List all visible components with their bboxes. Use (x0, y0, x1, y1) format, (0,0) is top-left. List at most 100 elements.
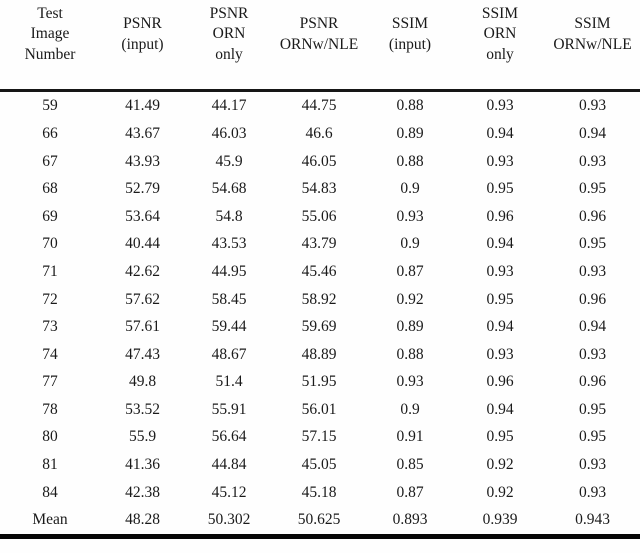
table-cell: 0.87 (396, 483, 424, 501)
table-cell: Mean (0, 506, 100, 539)
table-cell: 0.92 (396, 290, 424, 308)
table-cell: 44.75 (301, 97, 337, 115)
table-cell: 51.4 (215, 373, 243, 391)
table-cell: 55.06 (301, 207, 337, 225)
table-cell: 57.61 (125, 318, 160, 336)
table-cell: 45.46 (301, 262, 337, 280)
table-cell: 66 (42, 124, 58, 142)
table-cell: 71 (42, 262, 58, 280)
table-cell: 0.95 (486, 428, 514, 446)
table-cell: 41.36 (125, 456, 160, 474)
table-cell: 0.95 (578, 235, 607, 253)
table-cell: 0.92 (486, 456, 514, 474)
table-cell: 0.95 (486, 290, 514, 308)
table-cell: 45.12 (211, 483, 247, 501)
table-cell: 47.43 (125, 345, 160, 363)
table-cell: 0.96 (486, 373, 514, 391)
table-cell: 0.9 (400, 180, 420, 198)
table-cell: 59 (42, 97, 58, 115)
table-cell: 0.95 (578, 180, 607, 198)
table-header: Test Image Number PSNR (input) PSNR ORN … (0, 2, 640, 93)
results-table: Test Image Number PSNR (input) PSNR ORN … (0, 2, 640, 539)
table-row: 70 40.44 43.53 43.79 0.9 0.94 0.95 (0, 230, 640, 258)
table-cell: 0.893 (365, 506, 455, 539)
header-ssim-ornw-nle: SSIM ORNw/NLE (545, 2, 640, 93)
header-psnr-input: PSNR (input) (100, 2, 185, 93)
table-cell: 41.49 (125, 97, 160, 115)
table-cell: 0.96 (486, 207, 514, 225)
table-row: 78 53.52 55.91 56.01 0.9 0.94 0.95 (0, 396, 640, 424)
table-cell: 0.93 (578, 345, 607, 363)
table-cell: 46.6 (305, 124, 333, 142)
table-cell: 0.88 (396, 97, 424, 115)
table-cell: 72 (42, 290, 58, 308)
header-psnr-orn-only: PSNR ORN only (185, 2, 273, 93)
table-cell: 46.05 (301, 152, 337, 170)
table-cell: 54.83 (301, 180, 337, 198)
table-row-mean: Mean 48.28 50.302 50.625 0.893 0.939 0.943 (0, 506, 640, 539)
table-cell: 77 (42, 373, 58, 391)
table-cell: 44.84 (211, 456, 247, 474)
table-cell: 0.95 (578, 400, 607, 418)
table-cell: 80 (42, 428, 58, 446)
table-cell: 58.45 (211, 290, 247, 308)
table-cell: 0.93 (578, 456, 607, 474)
table-cell: 0.93 (578, 262, 607, 280)
table-row: 59 41.49 44.17 44.75 0.88 0.93 0.93 (0, 91, 640, 120)
table-row: 68 52.79 54.68 54.83 0.9 0.95 0.95 (0, 175, 640, 203)
table-cell: 0.85 (396, 456, 424, 474)
table-cell: 49.8 (128, 373, 157, 391)
table-cell: 70 (42, 235, 58, 253)
table-cell: 0.95 (486, 180, 514, 198)
table-cell: 48.89 (301, 345, 337, 363)
table-cell: 43.93 (125, 152, 160, 170)
table-cell: 45.18 (301, 483, 337, 501)
table-cell: 52.79 (125, 180, 160, 198)
table-row: 80 55.9 56.64 57.15 0.91 0.95 0.95 (0, 423, 640, 451)
table-cell: 48.28 (100, 506, 185, 539)
table-cell: 68 (42, 180, 58, 198)
table-cell: 0.88 (396, 152, 424, 170)
table-cell: 0.95 (578, 428, 607, 446)
table-cell: 59.44 (211, 318, 247, 336)
table-row: 67 43.93 45.9 46.05 0.88 0.93 0.93 (0, 148, 640, 176)
header-test-image-number: Test Image Number (0, 2, 100, 93)
table-cell: 0.93 (486, 97, 514, 115)
table-cell: 54.68 (211, 180, 247, 198)
table-cell: 0.91 (396, 428, 424, 446)
table-cell: 0.93 (578, 483, 607, 501)
table-cell: 0.94 (578, 124, 607, 142)
table-cell: 0.9 (400, 235, 420, 253)
table-cell: 81 (42, 456, 58, 474)
table-cell: 73 (42, 318, 58, 336)
table-cell: 43.79 (301, 235, 337, 253)
table-row: 77 49.8 51.4 51.95 0.93 0.96 0.96 (0, 368, 640, 396)
table-cell: 0.93 (578, 97, 607, 115)
header-psnr-ornw-nle: PSNR ORNw/NLE (273, 2, 365, 93)
table-cell: 78 (42, 400, 58, 418)
table-cell: 46.03 (211, 124, 247, 142)
table-cell: 67 (42, 152, 58, 170)
table-cell: 45.05 (301, 456, 337, 474)
table-cell: 59.69 (301, 318, 337, 336)
table-cell: 0.939 (455, 506, 545, 539)
table-header-row: Test Image Number PSNR (input) PSNR ORN … (0, 2, 640, 93)
table-cell: 50.625 (273, 506, 365, 539)
table-row: 74 47.43 48.67 48.89 0.88 0.93 0.93 (0, 341, 640, 369)
table-cell: 44.95 (211, 262, 247, 280)
table-cell: 0.93 (486, 345, 514, 363)
table-row: 73 57.61 59.44 59.69 0.89 0.94 0.94 (0, 313, 640, 341)
table-cell: 56.64 (211, 428, 247, 446)
table-row: 71 42.62 44.95 45.46 0.87 0.93 0.93 (0, 258, 640, 286)
table-cell: 40.44 (125, 235, 160, 253)
table-cell: 0.94 (486, 235, 514, 253)
table-cell: 69 (42, 207, 58, 225)
table-cell: 0.93 (396, 207, 424, 225)
table-cell: 58.92 (301, 290, 337, 308)
table-cell: 0.93 (486, 152, 514, 170)
table-cell: 0.94 (486, 318, 514, 336)
table-cell: 43.53 (211, 235, 247, 253)
table-body: 59 41.49 44.17 44.75 0.88 0.93 0.93 66 43.67 46.0… (0, 91, 640, 539)
table-cell: 42.38 (125, 483, 160, 501)
